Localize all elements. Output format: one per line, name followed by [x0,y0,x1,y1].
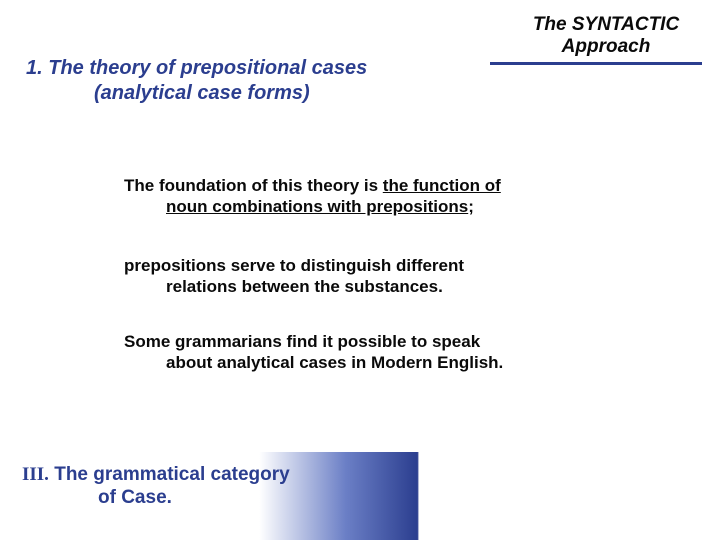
p1-underline-1: the function of [383,176,501,195]
p1-text-b: ; [468,197,474,216]
p2-line-b: relations between the substances. [124,277,443,296]
main-heading: 1. The theory of prepositional cases (an… [26,56,466,106]
header-underline [490,62,702,65]
header-label-line2: Approach [562,36,651,57]
footer-roman: III. [22,464,49,485]
heading-line2: (analytical case forms) [26,81,466,106]
heading-number: 1. [26,57,43,79]
header-label-line1: The SYNTACTIC [533,14,679,35]
paragraph-prepositions: prepositions serve to distinguish differ… [124,256,622,297]
p1-underline-2: noun combinations with prepositions [166,197,468,216]
paragraph-foundation: The foundation of this theory is the fun… [124,176,622,217]
p3-line-b: about analytical cases in Modern English… [124,353,503,372]
p1-text-a: The foundation of this theory is [124,176,383,195]
header-approach-label: The SYNTACTIC Approach [516,14,696,58]
footer-heading: III. The grammatical category of Case. [22,463,290,511]
paragraph-grammarians: Some grammarians find it possible to spe… [124,332,622,373]
footer-line2: of Case. [22,486,290,510]
footer-line1: The grammatical category [54,464,289,485]
p3-line-a: Some grammarians find it possible to spe… [124,332,480,351]
heading-line1: The theory of prepositional cases [48,57,367,79]
p2-line-a: prepositions serve to distinguish differ… [124,256,464,275]
footer-band: III. The grammatical category of Case. [0,452,720,540]
